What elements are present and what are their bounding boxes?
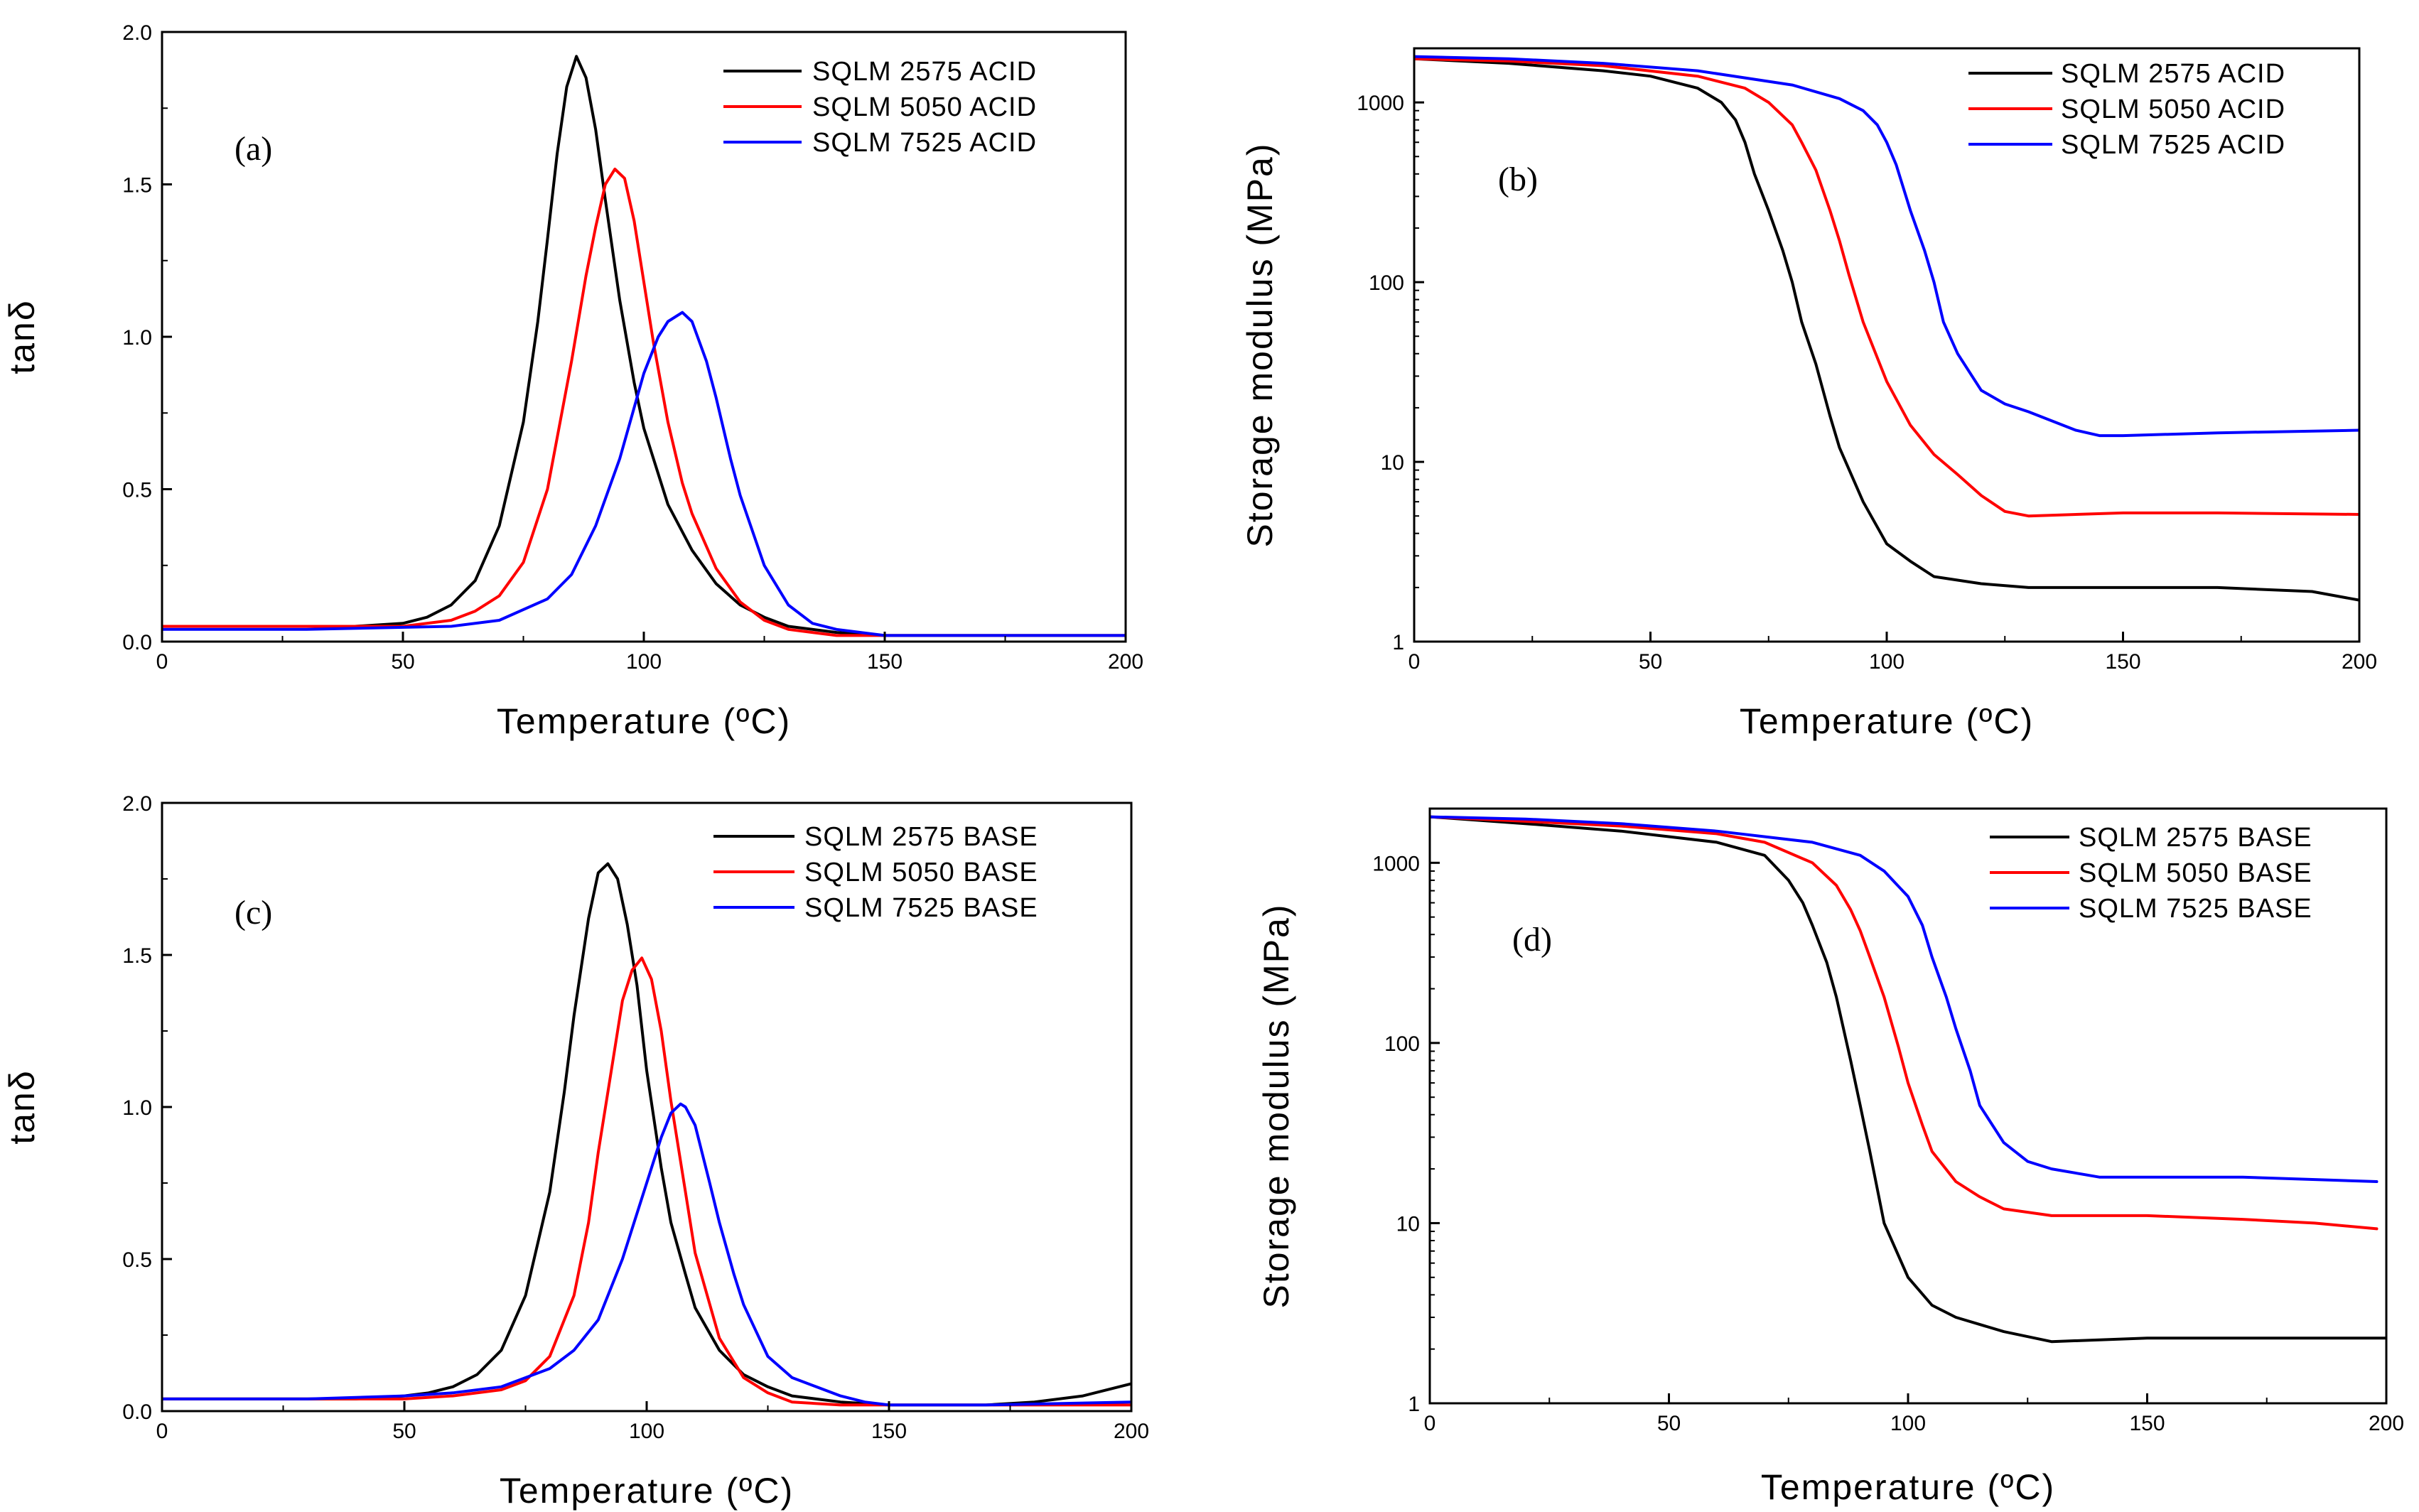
- legend-entry: SQLM 5050 BASE: [804, 858, 1038, 887]
- series-line-2: [1430, 815, 2378, 1231]
- legend: SQLM 2575 ACID SQLM 5050 ACID SQLM 7525 AC…: [723, 57, 1037, 158]
- y-tick-label: 1000: [1357, 92, 1404, 115]
- series-line-1: [1414, 57, 2359, 602]
- legend-entry: SQLM 7525 BASE: [804, 893, 1038, 923]
- x-tick-label: 50: [1639, 650, 1662, 674]
- plot-frame: [161, 31, 1127, 643]
- y-tick-label: 1: [1408, 1393, 1420, 1416]
- y-tick-label: 0.5: [122, 479, 152, 502]
- y-tick-label: 1000: [1372, 852, 1420, 875]
- legend-entry: SQLM 2575 ACID: [2061, 59, 2285, 89]
- x-tick-label: 0: [1424, 1412, 1436, 1435]
- y-tick-label: 10: [1396, 1212, 1420, 1236]
- legend-entry: SQLM 7525 ACID: [812, 128, 1037, 158]
- x-axis-title: Temperature (ºC): [497, 701, 791, 741]
- y-axis-title: tanδ: [2, 1069, 42, 1144]
- y-tick-label: 1.5: [122, 944, 152, 968]
- legend-entry: SQLM 5050 ACID: [2061, 94, 2285, 124]
- x-tick-label: 0: [1408, 650, 1421, 674]
- panel-label: (b): [1498, 161, 1538, 198]
- x-tick-label: 200: [1114, 1420, 1149, 1443]
- y-axis-title: Storage modulus (MPa): [1240, 142, 1280, 547]
- panel-d: 0 50 100 150 200 1 10 100 1000 Temperature (ºC) St…: [1256, 807, 2404, 1507]
- series-line-1: [1430, 815, 2386, 1344]
- x-tick-label: 50: [1657, 1412, 1681, 1435]
- panel-a: 0 50 100 150 200 0.0 0.5 1.0 1.5 2.0 Temperature (…: [2, 21, 1143, 741]
- y-tick-label: 0.0: [122, 1400, 152, 1424]
- panel-b: 0 50 100 150 200 1 10 100 1000 Temperature (ºC) St…: [1240, 47, 2377, 741]
- x-tick-label: 0: [156, 1420, 168, 1443]
- panel-label: (d): [1512, 921, 1552, 958]
- x-axis-title: Temperature (ºC): [1761, 1467, 2055, 1507]
- x-tick-label: 200: [2342, 650, 2377, 674]
- series-line-2: [162, 168, 1126, 637]
- panel-c: 0 50 100 150 200 0.0 0.5 1.0 1.5 2.0 Temperature (…: [2, 792, 1149, 1511]
- y-axis-title: tanδ: [2, 299, 42, 374]
- y-tick-label: 1.5: [122, 174, 152, 198]
- legend: SQLM 2575 BASE SQLM 5050 BASE SQLM 7525 BA…: [1990, 823, 2312, 924]
- y-tick-label: 2.0: [122, 792, 152, 816]
- x-tick-label: 50: [391, 650, 414, 674]
- x-axis-title: Temperature (ºC): [500, 1471, 794, 1511]
- y-tick-label: 10: [1381, 451, 1404, 475]
- x-tick-label: 150: [867, 650, 903, 674]
- legend-entry: SQLM 7525 ACID: [2061, 130, 2285, 160]
- x-tick-label: 50: [392, 1420, 416, 1443]
- y-tick-label: 1: [1392, 631, 1404, 654]
- x-tick-label: 100: [629, 1420, 664, 1443]
- x-tick-label: 150: [2129, 1412, 2165, 1435]
- legend: SQLM 2575 BASE SQLM 5050 BASE SQLM 7525 BA…: [713, 822, 1038, 923]
- legend-entry: SQLM 5050 BASE: [2079, 858, 2312, 888]
- x-tick-label: 0: [156, 650, 168, 674]
- series-line-1: [162, 55, 1126, 637]
- x-tick-label: 100: [626, 650, 662, 674]
- x-tick-label: 200: [2369, 1412, 2404, 1435]
- x-axis-title: Temperature (ºC): [1740, 701, 2034, 741]
- panel-label: (a): [235, 130, 272, 168]
- y-tick-label: 100: [1384, 1032, 1420, 1056]
- legend-entry: SQLM 7525 BASE: [2079, 894, 2312, 924]
- series-line-3: [162, 1102, 1131, 1407]
- series-line-2: [1414, 57, 2359, 518]
- y-tick-label: 0.5: [122, 1248, 152, 1272]
- legend-entry: SQLM 2575 BASE: [2079, 823, 2312, 853]
- y-tick-label: 1.0: [122, 326, 152, 350]
- x-tick-label: 150: [2105, 650, 2140, 674]
- x-tick-label: 100: [1890, 1412, 1926, 1435]
- x-tick-label: 200: [1108, 650, 1143, 674]
- series-line-1: [162, 862, 1131, 1407]
- y-tick-label: 1.0: [122, 1096, 152, 1120]
- legend-entry: SQLM 2575 ACID: [812, 57, 1037, 87]
- panel-label: (c): [235, 894, 272, 932]
- series-line-3: [162, 310, 1126, 637]
- legend-entry: SQLM 5050 ACID: [812, 92, 1037, 122]
- y-tick-label: 2.0: [122, 21, 152, 45]
- y-tick-label: 0.0: [122, 631, 152, 654]
- y-axis-title: Storage modulus (MPa): [1256, 903, 1296, 1308]
- series-line-3: [1414, 55, 2359, 438]
- series-line-2: [162, 956, 1131, 1407]
- legend: SQLM 2575 ACID SQLM 5050 ACID SQLM 7525 AC…: [1968, 59, 2285, 160]
- x-tick-label: 100: [1869, 650, 1905, 674]
- series-line-3: [1430, 815, 2378, 1183]
- legend-entry: SQLM 2575 BASE: [804, 822, 1038, 852]
- y-tick-label: 100: [1369, 271, 1404, 295]
- x-tick-label: 150: [871, 1420, 907, 1443]
